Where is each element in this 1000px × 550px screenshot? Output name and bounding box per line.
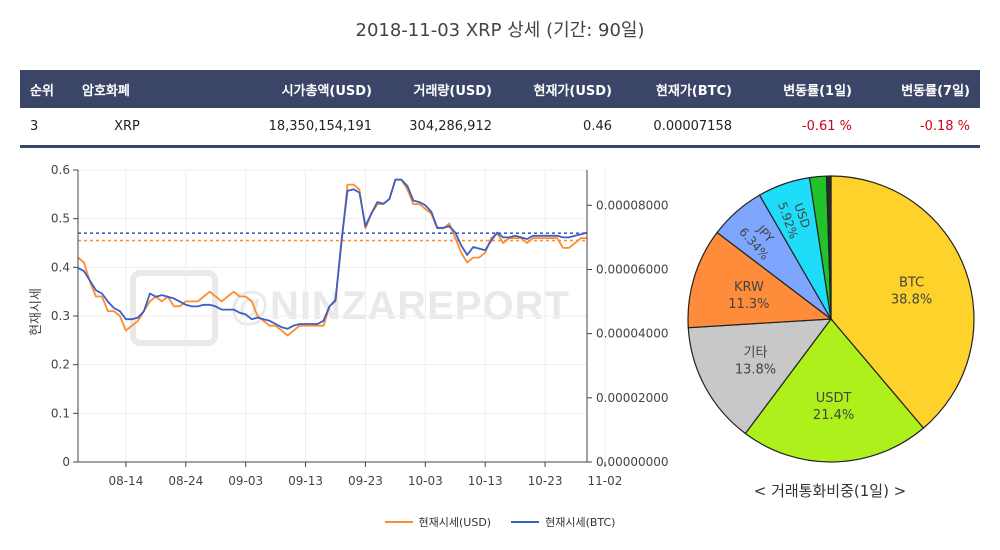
y-tick-label: 0.4 — [51, 260, 70, 274]
y2-tick-label: 0.00008000 — [596, 198, 669, 212]
pie-label-value: 13.8% — [735, 363, 776, 378]
chart-grid — [78, 169, 606, 463]
chart-axes: 0 0.1 0.2 0.3 0.4 0.5 0.6 0.00000000 0.00002000 0… — [51, 163, 669, 488]
x-tick-label: 09-23 — [348, 474, 383, 488]
y-axis-label: 현재시세 — [29, 288, 44, 336]
y2-tick-label: 0.00000000 — [596, 455, 669, 469]
mean-lines — [78, 232, 587, 242]
header-price-usd: 현재가(USD) — [533, 83, 612, 99]
cell-price-usd: 0.46 — [583, 118, 612, 134]
cell-rank: 3 — [30, 118, 39, 134]
cell-coin: XRP — [114, 118, 140, 134]
series-line-btc — [77, 178, 588, 330]
currency-share-pie: BTC38.8%USDT21.4%기타13.8%KRW11.3%JPY6.34%… — [687, 175, 975, 463]
pie-label-name: KRW — [734, 280, 764, 295]
pie-label-name: 기타 — [744, 346, 768, 361]
y2-tick-label: 0.00002000 — [596, 391, 669, 405]
chart-legend: 현재시세(USD) 현재시세(BTC) — [0, 514, 1000, 530]
header-market-cap: 시가총액(USD) — [281, 83, 372, 99]
x-tick-label: 10-23 — [528, 474, 563, 488]
y-tick-label: 0.1 — [51, 406, 70, 420]
pie-label-value: 11.3% — [728, 297, 769, 312]
series-line-usd — [77, 178, 587, 337]
pie-slice[interactable] — [687, 318, 833, 435]
cell-price-btc: 0.00007158 — [653, 118, 732, 134]
pie-slices — [687, 175, 975, 463]
header-change-7d: 변동률(7일) — [901, 83, 970, 99]
legend-item-btc[interactable]: 현재시세(BTC) — [511, 514, 615, 530]
x-tick-label: 09-03 — [228, 474, 263, 488]
x-tick-label: 09-13 — [288, 474, 323, 488]
y-tick-label: 0.3 — [51, 309, 70, 323]
y-tick-label: 0.2 — [51, 358, 70, 372]
pie-label-name: USDT — [816, 391, 852, 406]
legend-swatch-btc — [511, 521, 540, 523]
y2-tick-label: 0.00004000 — [596, 327, 669, 341]
cell-volume: 304,286,912 — [409, 118, 492, 134]
legend-item-usd[interactable]: 현재시세(USD) — [384, 514, 492, 530]
y2-tick-label: 0.00006000 — [596, 262, 669, 276]
header-volume: 거래량(USD) — [413, 83, 492, 99]
cell-change-7d: -0.18 % — [919, 118, 970, 134]
legend-swatch-usd — [384, 521, 413, 523]
legend-label-usd: 현재시세(USD) — [418, 516, 492, 529]
x-tick-label: 10-03 — [408, 474, 443, 488]
header-coin: 암호화폐 — [82, 83, 130, 99]
page-title: 2018-11-03 XRP 상세 (기간: 90일) — [355, 20, 645, 41]
pie-slice[interactable] — [825, 175, 832, 320]
watermark-text: @NINZAREPORT — [230, 284, 570, 328]
pie-label-value: 38.8% — [891, 292, 932, 307]
pie-label-value: 21.4% — [813, 408, 854, 423]
cell-market-cap: 18,350,154,191 — [268, 118, 372, 134]
table-header-row: 순위 암호화폐 시가총액(USD) 거래량(USD) 현재가(USD) 현재가(… — [20, 70, 980, 108]
x-tick-label: 10-13 — [468, 474, 503, 488]
x-tick-label: 08-24 — [168, 474, 203, 488]
price-line-chart: 0 0.1 0.2 0.3 0.4 0.5 0.6 0.00000000 0.00002000 0… — [29, 163, 669, 488]
header-rank: 순위 — [30, 83, 54, 99]
y-tick-label: 0.5 — [51, 212, 70, 226]
pie-title: < 거래통화비중(1일) > — [753, 482, 907, 500]
header-price-btc: 현재가(BTC) — [655, 83, 732, 99]
coin-summary-table: 순위 암호화폐 시가총액(USD) 거래량(USD) 현재가(USD) 현재가(… — [20, 70, 980, 148]
watermark-monitor-icon — [130, 270, 218, 346]
watermark: @NINZAREPORT — [130, 270, 569, 350]
table-row: 3 XRP 18,350,154,191 304,286,912 0.46 0.… — [20, 108, 980, 146]
header-change-1d: 변동률(1일) — [783, 83, 852, 99]
pie-label-name: BTC — [899, 275, 924, 290]
x-tick-label: 11-02 — [588, 474, 623, 488]
pie-slice[interactable] — [687, 231, 833, 329]
pie-slice[interactable] — [744, 318, 925, 463]
cell-change-1d: -0.61 % — [801, 118, 852, 134]
y-tick-label: 0 — [62, 455, 70, 469]
x-tick-label: 08-14 — [108, 474, 143, 488]
legend-label-btc: 현재시세(BTC) — [545, 516, 616, 529]
pie-slice[interactable] — [830, 175, 975, 429]
series-lines — [77, 178, 588, 337]
y-tick-label: 0.6 — [51, 163, 70, 177]
